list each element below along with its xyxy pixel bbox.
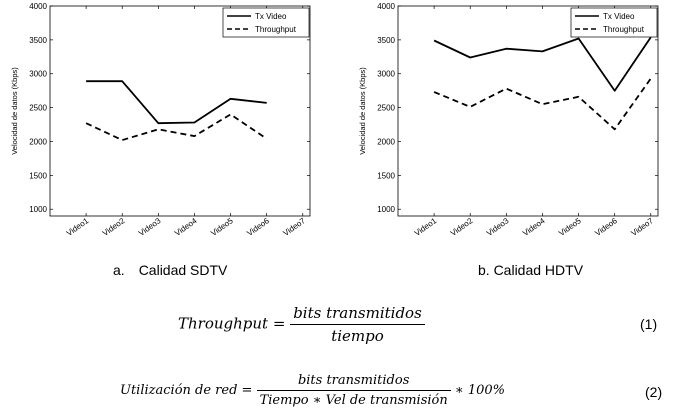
caption-sdtv-text: Calidad SDTV (138, 262, 228, 278)
caption-sdtv-letter: a. (113, 262, 125, 278)
y-axis-label: Velocidad de datos (Kbps) (10, 67, 19, 155)
y-tick-label: 2500 (377, 104, 395, 113)
plot-frame (397, 5, 659, 217)
caption-sdtv: a. Calidad SDTV (113, 262, 227, 278)
y-tick-label: 1000 (29, 205, 47, 214)
x-tick-label: Video3 (137, 216, 163, 238)
x-tick-label: Video6 (245, 216, 271, 238)
x-tick-label: Video2 (101, 216, 127, 238)
legend-label: Tx Video (255, 12, 287, 21)
caption-hdtv: b. Calidad HDTV (478, 262, 584, 278)
x-tick-label: Video1 (65, 216, 91, 238)
equation-throughput: Throughput = bits transmitidos tiempo (178, 304, 425, 345)
y-tick-label: 4000 (377, 2, 395, 11)
y-tick-label: 3000 (377, 70, 395, 79)
legend-label: Throughput (255, 25, 297, 34)
legend-label: Tx Video (603, 12, 635, 21)
x-tick-label: Video7 (629, 216, 655, 238)
y-tick-label: 3000 (29, 70, 47, 79)
y-axis-label: Velocidad de datos (Kbps) (358, 67, 367, 155)
legend-label: Throughput (603, 25, 645, 34)
equation-network-utilization: Utilización de red = bits transmitidos T… (120, 373, 505, 408)
x-tick-label: Video4 (173, 216, 199, 238)
x-tick-label: Video5 (557, 216, 583, 238)
x-tick-label: Video1 (413, 216, 439, 238)
eq1-numerator: bits transmitidos (290, 304, 425, 325)
y-tick-label: 1000 (377, 205, 395, 214)
equation-number-1: (1) (640, 316, 658, 332)
eq2-numerator: bits transmitidos (256, 373, 451, 391)
y-tick-label: 3500 (377, 36, 395, 45)
legend-box (570, 7, 658, 38)
series-line-throughput (85, 113, 268, 142)
x-tick-label: Video6 (593, 216, 619, 238)
eq2-suffix: ∗ 100% (454, 383, 506, 398)
y-tick-label: 2000 (29, 137, 47, 146)
x-tick-label: Video7 (281, 216, 307, 238)
y-tick-label: 4000 (29, 2, 47, 11)
eq1-fraction: bits transmitidos tiempo (290, 304, 425, 345)
y-tick-label: 2000 (377, 137, 395, 146)
x-tick-label: Video5 (209, 216, 235, 238)
legend: Tx Video Throughput (222, 7, 310, 38)
y-tick-label: 3500 (29, 36, 47, 45)
equation-number-2: (2) (645, 384, 663, 400)
eq2-lhs: Utilización de red = (120, 383, 253, 398)
chart-2: 1000 1500 2000 2500 3000 3500 4000 Video1 Video2… (358, 2, 659, 238)
charts-area: 1000 1500 2000 2500 3000 3500 4000 Video1 Video2… (10, 2, 659, 238)
eq1-denominator: tiempo (331, 327, 384, 345)
series-line-tx-video (86, 80, 267, 125)
x-tick-label: Video2 (449, 216, 475, 238)
chart-1: 1000 1500 2000 2500 3000 3500 4000 Video1 Video2… (10, 2, 311, 238)
x-tick-label: Video4 (521, 216, 547, 238)
eq2-fraction: bits transmitidos Tiempo ∗ Vel de transm… (256, 373, 451, 408)
plot-frame (49, 5, 311, 217)
series-line-throughput (433, 77, 652, 131)
series-line-tx-video (433, 36, 652, 92)
x-tick-label: Video3 (485, 216, 511, 238)
legend: Tx Video Throughput (570, 7, 658, 38)
y-tick-label: 1500 (29, 171, 47, 180)
y-tick-label: 2500 (29, 104, 47, 113)
legend-box (222, 7, 310, 38)
y-tick-label: 1500 (377, 171, 395, 180)
eq2-denominator: Tiempo ∗ Vel de transmisión (259, 393, 448, 408)
eq1-lhs: Throughput = (178, 314, 286, 333)
